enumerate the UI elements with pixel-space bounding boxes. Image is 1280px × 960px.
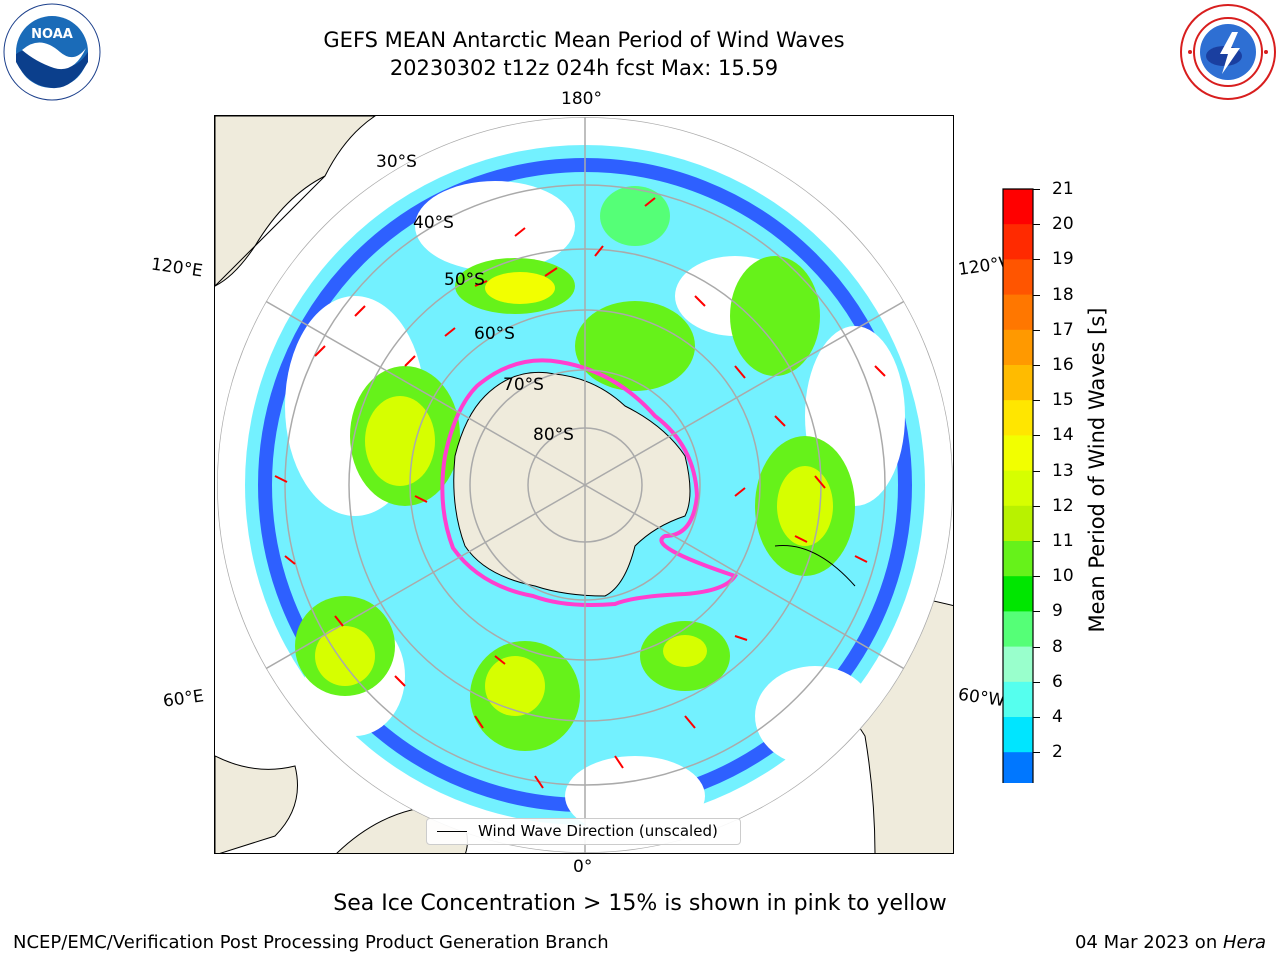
colorbar-tick-mark	[1033, 541, 1040, 542]
footer-date-text: 04 Mar 2023 on	[1074, 932, 1223, 953]
colorbar-tick-mark	[1033, 646, 1040, 648]
footer-date: 04 Mar 2023 on Hera	[1075, 932, 1266, 953]
lon-label-60W: 60°W	[956, 684, 1007, 712]
colorbar-tick-label: 16	[1052, 355, 1074, 375]
colorbar-tick-mark	[1033, 224, 1040, 226]
colorbar-outline	[1002, 188, 1034, 783]
colorbar-tick-mark	[1033, 294, 1040, 296]
colorbar-tick-mark	[1033, 400, 1040, 402]
sea-ice-note: Sea Ice Concentration > 15% is shown in …	[333, 891, 947, 916]
svg-text:NOAA: NOAA	[31, 27, 73, 42]
colorbar-tick-label: 8	[1052, 636, 1063, 657]
footer-credit: NCEP/EMC/Verification Post Processing Pr…	[13, 932, 609, 953]
map-frame	[214, 115, 954, 854]
lat-label-30S: 30°S	[376, 152, 417, 172]
colorbar-segment	[1003, 752, 1033, 783]
colorbar-segment	[1003, 294, 1033, 331]
colorbar-tick-label: 13	[1052, 460, 1074, 481]
colorbar-tick-mark	[1033, 611, 1040, 613]
longitude-lines	[217, 117, 953, 853]
sea-ice-edge	[440, 358, 739, 607]
lat-label-50S: 50°S	[444, 270, 485, 290]
colorbar-segment	[1003, 329, 1033, 366]
colorbar-segment	[1003, 646, 1033, 683]
colorbar-segment	[1003, 259, 1033, 296]
colorbar-label: Mean Period of Wind Waves [s]	[1085, 307, 1109, 633]
lat-label-40S: 40°S	[413, 213, 454, 233]
legend-line-swatch	[437, 831, 467, 832]
colorbar-tick-label: 20	[1052, 214, 1074, 235]
colorbar-tick-mark	[1033, 470, 1040, 472]
colorbar-segment	[1003, 365, 1033, 401]
colorbar-segment	[1003, 576, 1033, 612]
colorbar-tick-mark	[1033, 365, 1040, 366]
wind-wave-arrows	[274, 197, 886, 789]
lon-label-180: 180°	[561, 89, 602, 109]
footer-machine: Hera	[1222, 932, 1266, 953]
colorbar-tick-label: 15	[1052, 390, 1074, 411]
chart-subtitle: 20230302 t12z 024h fcst Max: 15.59	[389, 56, 779, 80]
colorbar-tick-mark	[1033, 505, 1040, 507]
noaa-logo-icon: NOAA	[3, 3, 101, 101]
colorbar-segment	[1003, 189, 1033, 225]
colorbar-tick-mark	[1033, 717, 1040, 718]
polar-map	[215, 116, 953, 853]
colorbar-tick-label: 11	[1052, 531, 1074, 551]
colorbar-segment	[1003, 470, 1033, 507]
colorbar-tick-mark	[1033, 576, 1040, 578]
colorbar-tick-label: 12	[1052, 495, 1074, 516]
colorbar-tick-label: 6	[1052, 671, 1063, 692]
antarctica-landmass	[453, 371, 691, 597]
colorbar-segment	[1003, 224, 1033, 260]
lon-label-60E: 60°E	[161, 686, 206, 712]
colorbar	[1002, 188, 1034, 783]
colorbar-tick-label: 21	[1052, 179, 1074, 199]
colorbar-segment	[1003, 717, 1033, 753]
colorbar-segment	[1003, 681, 1033, 718]
colorbar-tick-label: 18	[1052, 284, 1074, 305]
colorbar-tick-label: 9	[1052, 601, 1063, 622]
colorbar-segment	[1003, 505, 1033, 542]
colorbar-segment	[1003, 435, 1033, 472]
map-legend: Wind Wave Direction (unscaled)	[426, 818, 741, 845]
legend-label: Wind Wave Direction (unscaled)	[478, 822, 718, 840]
colorbar-segment	[1003, 541, 1033, 577]
colorbar-tick-label: 17	[1052, 319, 1074, 340]
colorbar-tick-mark	[1033, 259, 1040, 261]
colorbar-tick-mark	[1033, 189, 1040, 190]
lat-label-70S: 70°S	[503, 375, 544, 395]
colorbar-tick-mark	[1033, 435, 1040, 437]
chart-title: GEFS MEAN Antarctic Mean Period of Wind …	[323, 28, 845, 52]
nws-logo-icon	[1180, 4, 1276, 100]
coastlines	[215, 175, 856, 587]
colorbar-tick-label: 4	[1052, 707, 1063, 727]
colorbar-tick-mark	[1033, 329, 1040, 331]
colorbar-tick-label: 10	[1052, 566, 1074, 587]
colorbar-segment	[1003, 400, 1033, 436]
colorbar-tick-mark	[1033, 752, 1040, 754]
colorbar-tick-label: 2	[1052, 742, 1063, 763]
colorbar-tick-label: 19	[1052, 249, 1074, 270]
lat-label-80S: 80°S	[533, 425, 574, 445]
lon-label-0: 0°	[573, 857, 593, 877]
colorbar-tick-mark	[1033, 681, 1040, 683]
lon-label-120E: 120°E	[149, 254, 204, 282]
colorbar-segment	[1003, 611, 1033, 648]
lat-label-60S: 60°S	[474, 324, 515, 344]
colorbar-tick-label: 14	[1052, 425, 1074, 446]
